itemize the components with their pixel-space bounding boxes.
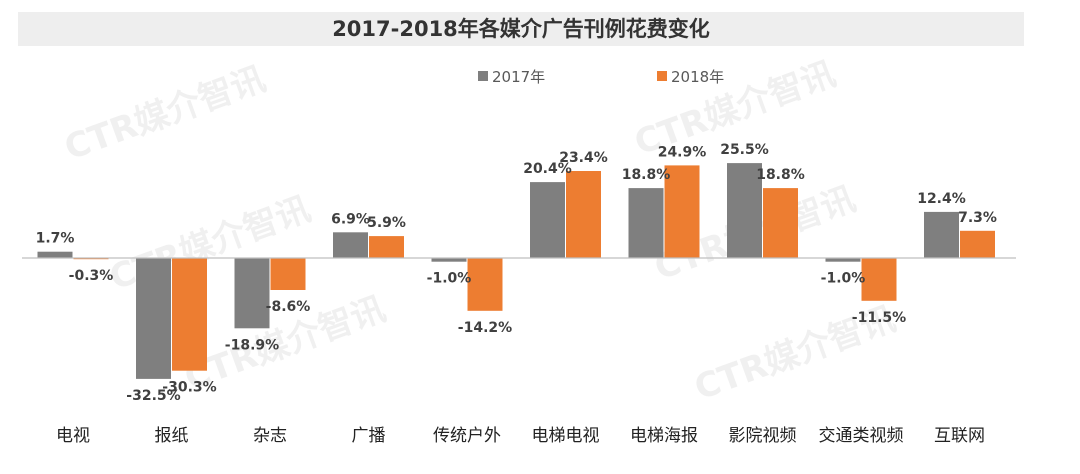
bar-2018-5	[566, 171, 601, 258]
bar-2017-1	[136, 258, 171, 379]
data-label-2018-5: 23.4%	[559, 150, 608, 166]
category-label-4: 传统户外	[433, 426, 501, 446]
data-label-2017-9: 12.4%	[917, 191, 966, 207]
category-label-9: 互联网	[934, 426, 985, 446]
category-label-3: 广播	[352, 426, 386, 446]
data-label-2018-6: 24.9%	[658, 144, 707, 160]
data-label-2017-1: -32.5%	[126, 388, 180, 404]
bar-2018-4	[467, 258, 503, 311]
bar-2018-1	[172, 258, 207, 371]
data-label-2017-6: 18.8%	[622, 167, 671, 183]
bar-2017-2	[234, 258, 270, 329]
data-label-2017-8: -1.0%	[821, 271, 866, 287]
data-label-2018-0: -0.3%	[69, 268, 114, 284]
bar-2017-4	[431, 258, 467, 262]
legend-swatch-2017	[478, 71, 488, 81]
bar-2018-2	[270, 258, 306, 290]
category-label-5: 电梯电视	[532, 426, 600, 446]
category-label-2: 杂志	[253, 426, 287, 446]
data-label-2017-7: 25.5%	[720, 142, 769, 158]
data-label-2017-5: 20.4%	[523, 161, 572, 177]
bar-2017-8	[825, 258, 861, 262]
data-label-2018-8: -11.5%	[852, 310, 906, 326]
bar-2017-6	[628, 188, 664, 258]
legend-label-2017: 2017年	[492, 68, 545, 86]
chart-title: 2017-2018年各媒介广告刊例花费变化	[332, 17, 710, 41]
data-label-2017-2: -18.9%	[225, 337, 279, 353]
data-label-2017-3: 6.9%	[331, 211, 370, 227]
bar-2018-6	[664, 165, 700, 258]
data-label-2018-3: 5.9%	[367, 215, 406, 231]
bar-2018-7	[763, 188, 798, 258]
bar-2018-8	[861, 258, 897, 301]
category-labels: 电视 报纸 杂志 广播 传统户外 电梯电视 电梯海报 影院视频 交通类视频 互联网	[56, 426, 985, 446]
bar-2017-5	[530, 182, 565, 258]
data-label-2018-2: -8.6%	[266, 299, 311, 315]
data-label-2018-7: 18.8%	[756, 167, 805, 183]
bar-2017-7	[727, 163, 762, 258]
category-label-8: 交通类视频	[819, 426, 904, 446]
data-label-2018-1: -30.3%	[162, 380, 216, 396]
bars	[37, 163, 995, 379]
title-band	[18, 12, 1024, 46]
category-label-6: 电梯海报	[630, 426, 698, 446]
data-label-2018-9: 7.3%	[958, 210, 997, 226]
bar-2017-9	[924, 211, 959, 258]
data-labels: 1.7% -0.3% -32.5%-30.3% -18.9% -8.6% 6.9%5.9%…	[36, 142, 997, 404]
bar-2017-0	[37, 251, 73, 258]
legend-swatch-2018	[657, 71, 667, 81]
category-label-7: 影院视频	[729, 426, 797, 446]
data-label-2017-4: -1.0%	[427, 271, 472, 287]
legend: 2017年 2018年	[478, 68, 724, 86]
bar-2017-3	[333, 232, 368, 258]
category-label-1: 报纸	[155, 426, 189, 446]
bar-2018-9	[960, 230, 995, 258]
data-label-2018-4: -14.2%	[458, 320, 512, 336]
data-label-2017-0: 1.7%	[36, 231, 75, 247]
category-label-0: 电视	[56, 426, 90, 446]
bar-2018-3	[369, 236, 404, 258]
legend-label-2018: 2018年	[671, 68, 724, 86]
